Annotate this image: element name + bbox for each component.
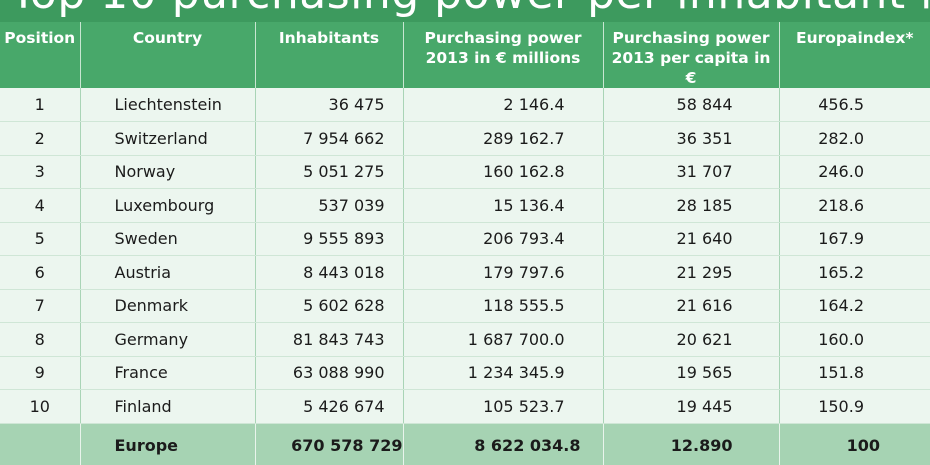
per-capita-cell: 21 616 (603, 289, 780, 323)
inhabitants-cell: 36 475 (255, 88, 404, 122)
position-cell: 5 (0, 222, 81, 256)
table-row: 8 Germany 81 843 743 1 687 700.0 20 621 160.0 (0, 322, 930, 357)
total-country-cell: Europe (80, 423, 256, 465)
index-cell: 151.8 (779, 356, 930, 390)
header-pp-line2: 2013 in € millions (425, 49, 581, 67)
table-row: 9 France 63 088 990 1 234 345.9 19 565 151.8 (0, 356, 930, 390)
total-inhabitants-cell: 670 578 729 (255, 423, 404, 465)
country-cell: Finland (80, 389, 256, 424)
position-cell: 1 (0, 88, 81, 122)
per-capita-cell: 20 621 (603, 322, 780, 357)
position-cell: 2 (0, 121, 81, 156)
country-cell: Liechtenstein (80, 88, 256, 122)
header-purchasing-power: Purchasing power 2013 in € millions (403, 22, 604, 88)
total-position-cell (0, 423, 81, 465)
inhabitants-cell: 8 443 018 (255, 255, 404, 290)
country-cell: Austria (80, 255, 256, 290)
index-cell: 246.0 (779, 155, 930, 189)
index-cell: 167.9 (779, 222, 930, 256)
purchasing-power-cell: 179 797.6 (403, 255, 604, 290)
inhabitants-cell: 5 426 674 (255, 389, 404, 424)
header-inhabitants: Inhabitants (255, 22, 404, 88)
inhabitants-cell: 7 954 662 (255, 121, 404, 156)
position-cell: 7 (0, 289, 81, 323)
inhabitants-cell: 5 602 628 (255, 289, 404, 323)
header-europaindex: Europaindex* (779, 22, 930, 88)
per-capita-cell: 21 640 (603, 222, 780, 256)
header-pp-line1: Purchasing power (424, 29, 582, 47)
inhabitants-cell: 63 088 990 (255, 356, 404, 390)
country-cell: Switzerland (80, 121, 256, 156)
index-cell: 282.0 (779, 121, 930, 156)
inhabitants-cell: 5 051 275 (255, 155, 404, 189)
table-row: 4 Luxembourg 537 039 15 136.4 28 185 218.6 (0, 188, 930, 223)
table-row: 5 Sweden 9 555 893 206 793.4 21 640 167.9 (0, 222, 930, 256)
purchasing-power-cell: 1 687 700.0 (403, 322, 604, 357)
country-cell: Norway (80, 155, 256, 189)
index-cell: 218.6 (779, 188, 930, 223)
table-row: 3 Norway 5 051 275 160 162.8 31 707 246.0 (0, 155, 930, 189)
table-body: 1 Liechtenstein 36 475 2 146.4 58 844 456.5 2 S… (0, 88, 930, 424)
table-footer: Europe 670 578 729 8 622 034.8 12.890 10… (0, 423, 930, 465)
purchasing-power-cell: 118 555.5 (403, 289, 604, 323)
table-row: 10 Finland 5 426 674 105 523.7 19 445 150.9 (0, 389, 930, 424)
per-capita-cell: 28 185 (603, 188, 780, 223)
purchasing-power-cell: 1 234 345.9 (403, 356, 604, 390)
purchasing-power-cell: 206 793.4 (403, 222, 604, 256)
position-cell: 3 (0, 155, 81, 189)
index-cell: 165.2 (779, 255, 930, 290)
purchasing-power-table: Position Country Inhabitants Purchasing … (0, 22, 930, 465)
purchasing-power-cell: 289 162.7 (403, 121, 604, 156)
page-title: Top 10 purchasing power per inhabitant i… (10, 0, 930, 16)
per-capita-cell: 31 707 (603, 155, 780, 189)
header-position: Position (0, 22, 81, 88)
country-cell: Luxembourg (80, 188, 256, 223)
table-row: 1 Liechtenstein 36 475 2 146.4 58 844 456.5 (0, 88, 930, 122)
index-cell: 164.2 (779, 289, 930, 323)
inhabitants-cell: 81 843 743 (255, 322, 404, 357)
position-cell: 8 (0, 322, 81, 357)
per-capita-cell: 19 445 (603, 389, 780, 424)
per-capita-cell: 19 565 (603, 356, 780, 390)
table-header: Position Country Inhabitants Purchasing … (0, 22, 930, 88)
index-cell: 150.9 (779, 389, 930, 424)
purchasing-power-cell: 2 146.4 (403, 88, 604, 122)
header-country: Country (80, 22, 256, 88)
position-cell: 10 (0, 389, 81, 424)
table-row: 7 Denmark 5 602 628 118 555.5 21 616 164.2 (0, 289, 930, 323)
table-row: 2 Switzerland 7 954 662 289 162.7 36 351 282.… (0, 121, 930, 156)
purchasing-power-cell: 15 136.4 (403, 188, 604, 223)
total-index-cell: 100 (779, 423, 930, 465)
position-cell: 6 (0, 255, 81, 290)
position-cell: 9 (0, 356, 81, 390)
purchasing-power-cell: 105 523.7 (403, 389, 604, 424)
total-per-capita-cell: 12.890 (603, 423, 780, 465)
index-cell: 160.0 (779, 322, 930, 357)
country-cell: Sweden (80, 222, 256, 256)
table-row: 6 Austria 8 443 018 179 797.6 21 295 165.2 (0, 255, 930, 290)
per-capita-cell: 21 295 (603, 255, 780, 290)
header-row: Position Country Inhabitants Purchasing … (0, 22, 930, 88)
purchasing-power-cell: 160 162.8 (403, 155, 604, 189)
country-cell: Germany (80, 322, 256, 357)
header-ppc-line1: Purchasing power (612, 29, 770, 47)
index-cell: 456.5 (779, 88, 930, 122)
country-cell: France (80, 356, 256, 390)
inhabitants-cell: 537 039 (255, 188, 404, 223)
total-purchasing-power-cell: 8 622 034.8 (403, 423, 604, 465)
per-capita-cell: 36 351 (603, 121, 780, 156)
header-purchasing-power-per-capita: Purchasing power 2013 per capita in € (603, 22, 780, 88)
inhabitants-cell: 9 555 893 (255, 222, 404, 256)
position-cell: 4 (0, 188, 81, 223)
country-cell: Denmark (80, 289, 256, 323)
total-row: Europe 670 578 729 8 622 034.8 12.890 10… (0, 423, 930, 465)
header-ppc-line2: 2013 per capita in € (611, 49, 771, 87)
per-capita-cell: 58 844 (603, 88, 780, 122)
title-band: Top 10 purchasing power per inhabitant i… (0, 0, 930, 22)
